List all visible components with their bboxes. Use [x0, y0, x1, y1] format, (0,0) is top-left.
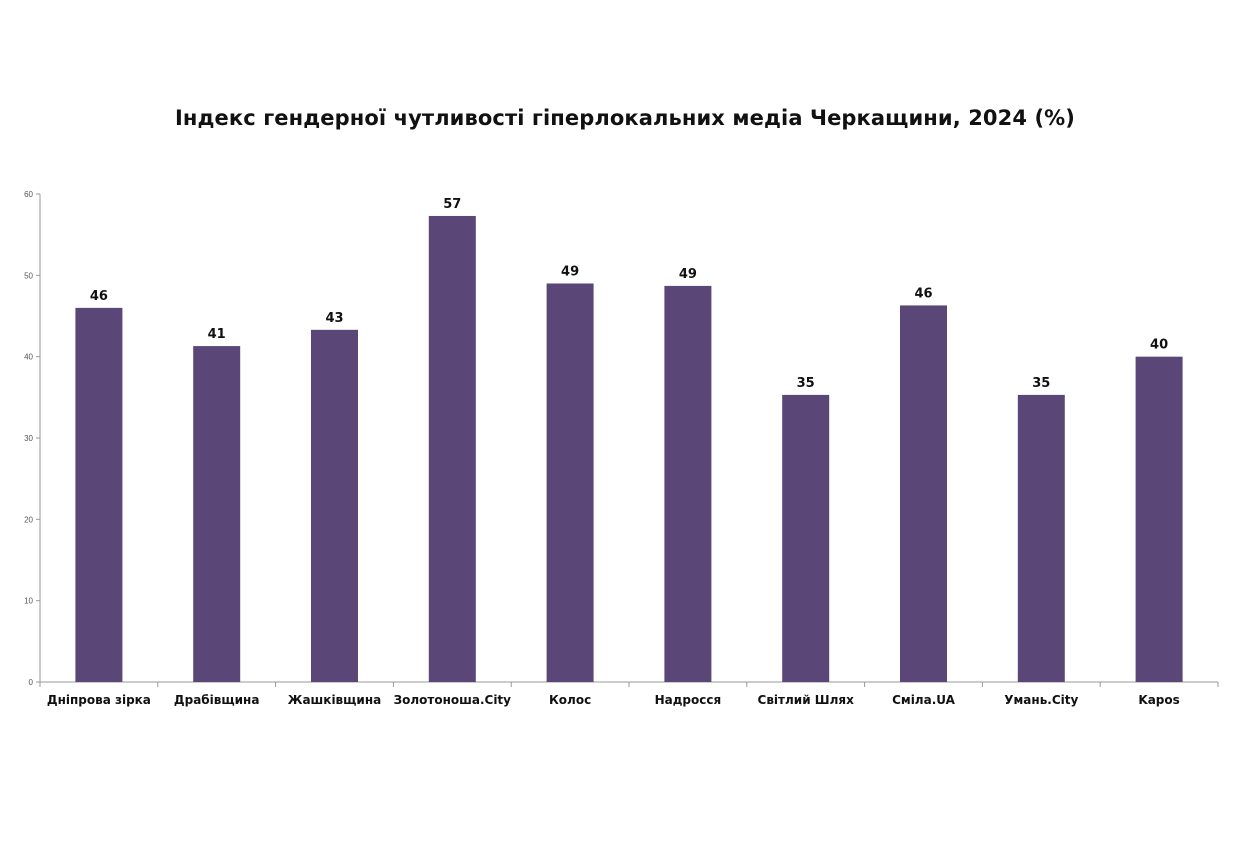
x-axis — [39, 681, 1219, 687]
category-label: Колос — [549, 693, 591, 707]
data-label: 49 — [679, 267, 697, 282]
bar — [1135, 356, 1183, 682]
category-label: Сміла.UA — [892, 693, 956, 707]
category-label: Драбівщина — [174, 693, 260, 707]
y-tick-label: 0 — [29, 678, 34, 687]
bar — [193, 346, 241, 682]
category-label: Золотоноша.City — [394, 693, 512, 707]
category-label: Дніпрова зірка — [47, 693, 151, 707]
data-label: 46 — [914, 286, 932, 301]
y-tick-label: 10 — [24, 597, 33, 606]
chart-title: Індекс гендерної чутливості гіперлокальн… — [174, 106, 1076, 130]
data-label: 46 — [90, 289, 108, 304]
bar — [900, 305, 947, 682]
data-label: 40 — [1150, 338, 1168, 353]
bar — [782, 394, 830, 682]
data-label: 57 — [443, 197, 461, 212]
y-tick-label: 20 — [24, 515, 33, 524]
category-label: Жашківщина — [288, 693, 381, 707]
y-tick-label: 60 — [24, 190, 33, 199]
category-labels: Дніпрова зірка Драбівщина Жашківщина Золото… — [47, 693, 1180, 707]
bar — [428, 215, 476, 682]
y-tick-label: 40 — [24, 353, 33, 362]
data-label: 35 — [1032, 376, 1050, 391]
category-label: Надросся — [655, 693, 722, 707]
bar — [1017, 394, 1065, 682]
data-labels: 46 41 43 57 49 49 35 46 35 40 — [90, 197, 1168, 391]
category-label: Світлий Шлях — [758, 693, 855, 707]
category-label: Kapos — [1138, 693, 1179, 707]
data-label: 49 — [561, 264, 579, 279]
y-tick-label: 50 — [24, 271, 33, 280]
bars — [75, 215, 1183, 682]
data-label: 41 — [208, 327, 226, 342]
bar — [546, 283, 594, 682]
category-label: Умань.City — [1004, 693, 1078, 707]
y-tick-label: 30 — [24, 434, 33, 443]
y-axis: 0 10 20 30 40 50 60 — [24, 190, 41, 687]
bar — [311, 329, 358, 682]
bar — [664, 285, 712, 682]
data-label: 35 — [797, 376, 815, 391]
bar — [75, 307, 123, 682]
data-label: 43 — [325, 311, 343, 326]
